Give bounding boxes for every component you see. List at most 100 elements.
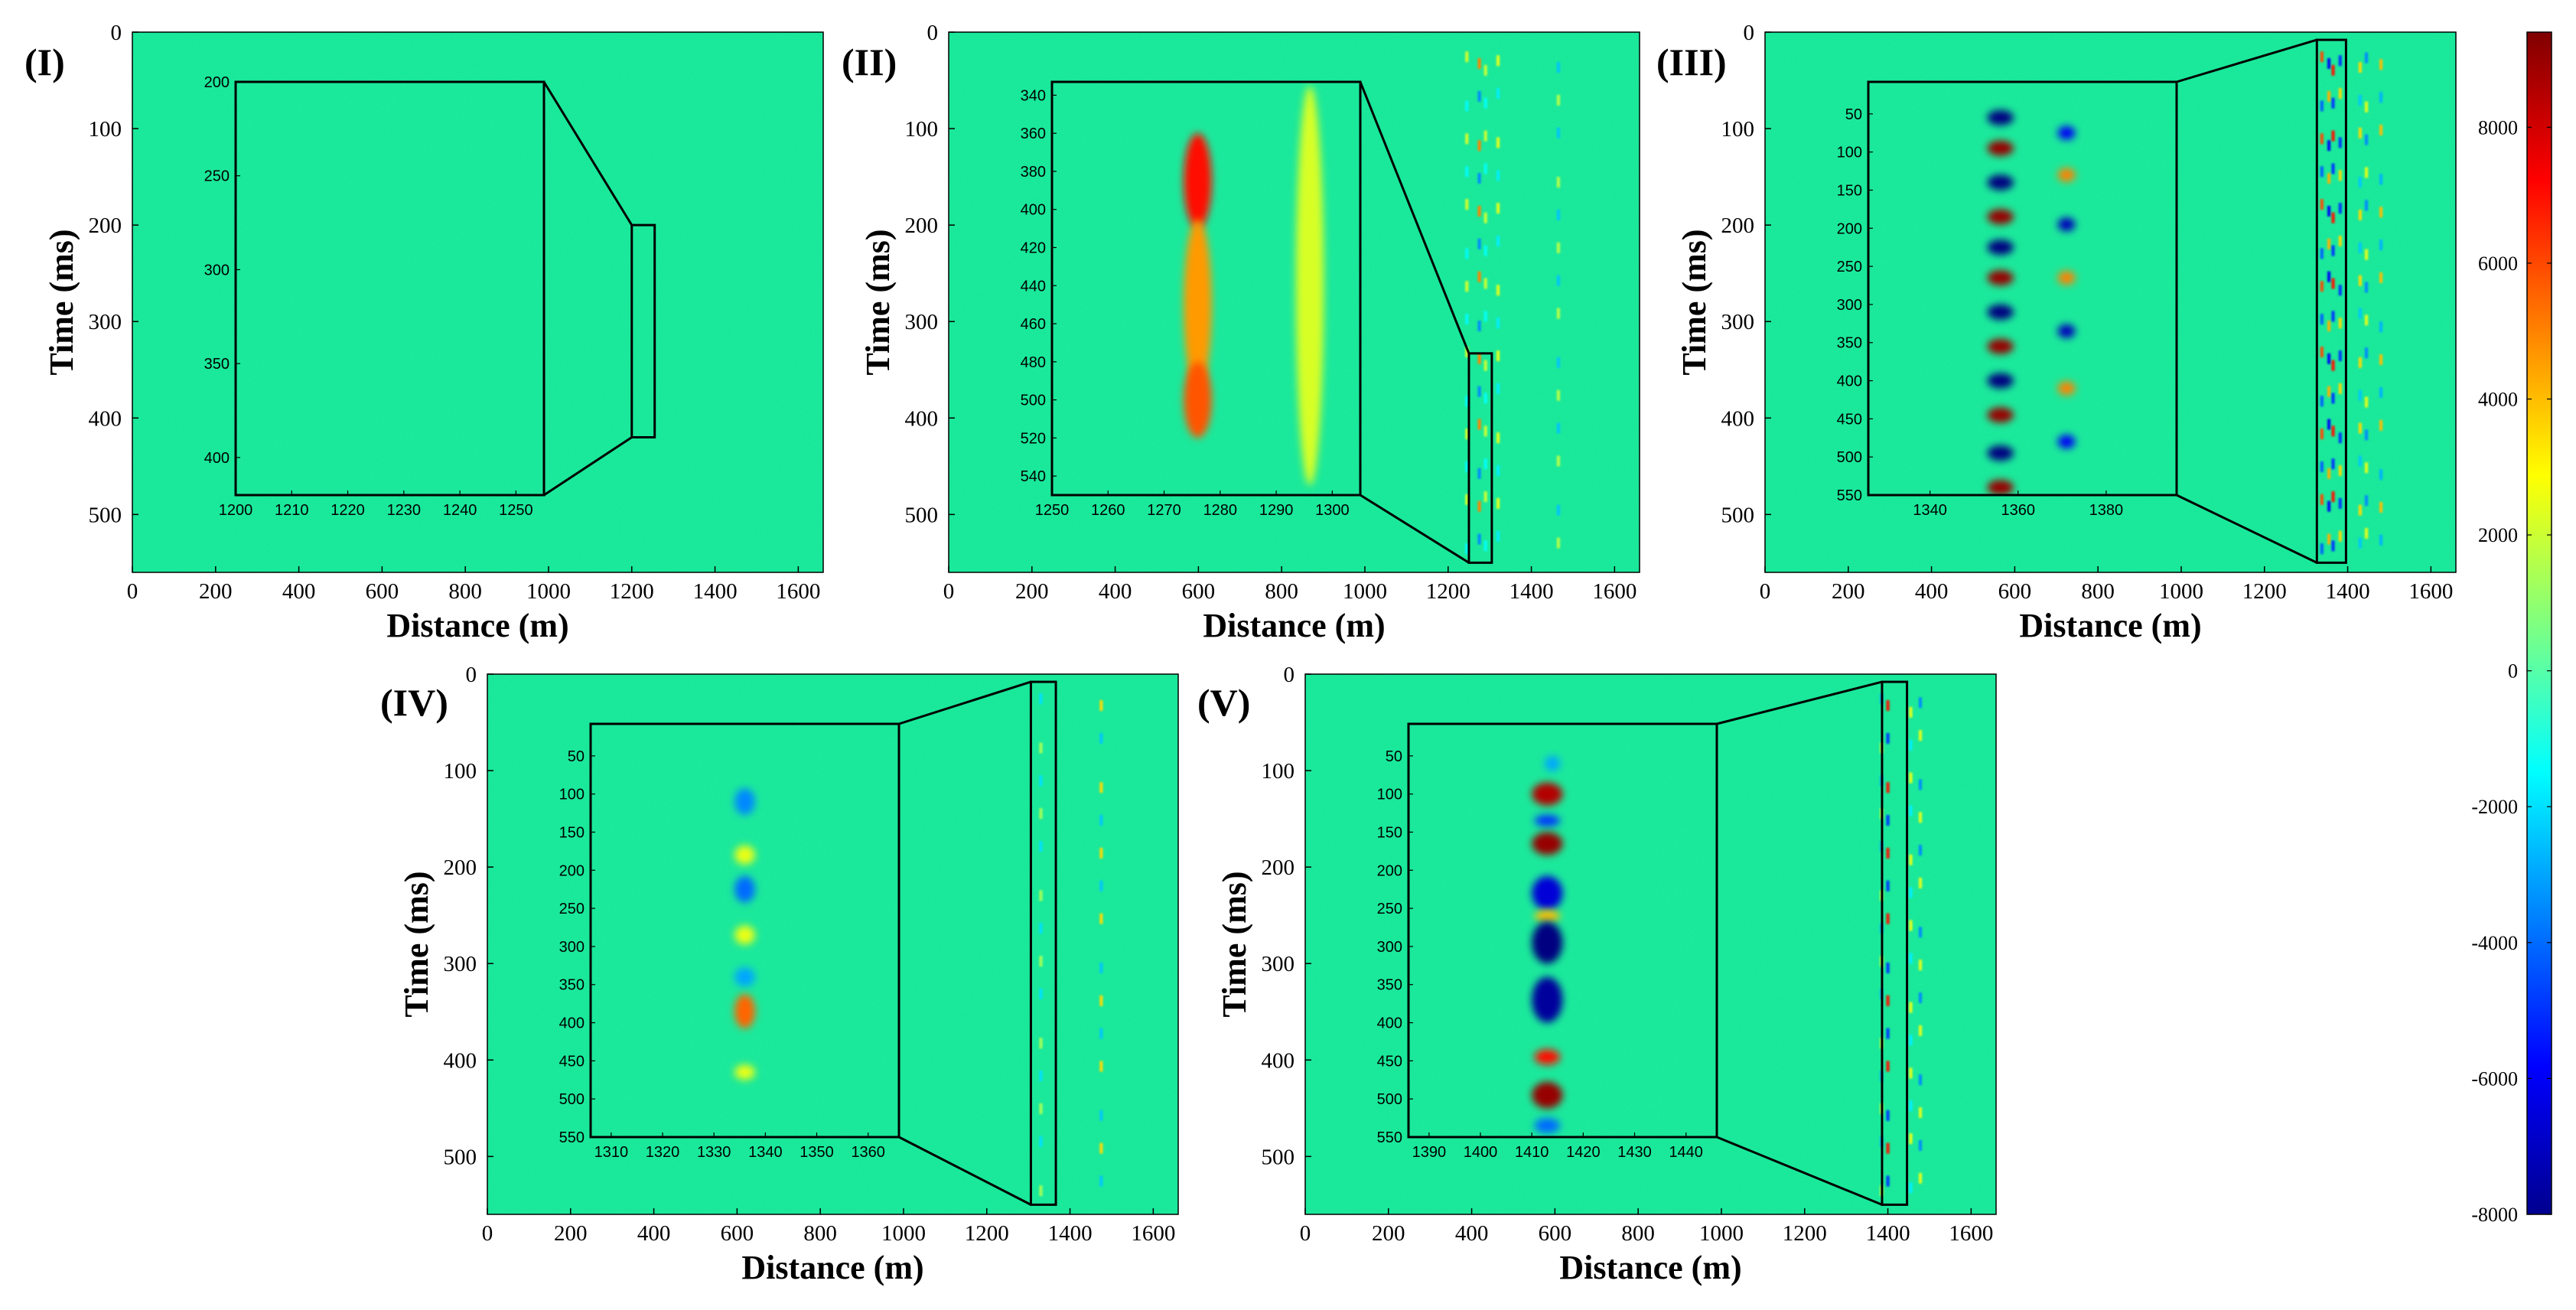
trace-segment [1886,732,1890,744]
x-tick-label: 1200 [2242,579,2287,604]
trace-segment [2338,318,2342,329]
axes-frame [1764,31,2457,573]
trace-segment [2379,59,2383,70]
x-tick-label: 0 [482,1221,493,1246]
trace-segment [1918,960,1922,971]
trace-segment [1099,1142,1103,1154]
inset-event [1532,921,1563,964]
zoom-box [1029,680,1057,1206]
trace-segment [1918,1172,1922,1184]
trace-segment [2365,396,2369,408]
x-tick-label: 1600 [1592,579,1636,604]
trace-segment [1886,1061,1890,1072]
trace-segment [2331,130,2335,142]
inset-event [734,845,755,865]
inset-axes: 1340 1360 1380 50 100 150 200 250 300 350 400 450 50… [1837,80,2178,519]
zoom-box [630,223,656,438]
trace-segment [1496,497,1500,509]
axes-frame [1304,673,1997,1215]
trace-segment [2338,383,2342,394]
inset-events [734,788,755,1080]
trace-segment [2320,248,2324,259]
trace-segment [1918,878,1922,889]
inset-event [1184,133,1212,229]
trace-segment [1886,913,1890,924]
inset-y-tick-label: 440 [1021,278,1046,295]
x-tick-label: 0 [127,579,138,604]
trace-segment [1909,1067,1913,1079]
inset-y-tick-label: 360 [1021,125,1046,142]
trace-segment [1099,913,1103,924]
trace-segment [1465,133,1469,145]
inset-x-tick-label: 1360 [851,1144,885,1161]
inset-event [2057,324,2076,338]
trace-segment [2331,491,2335,503]
trace-segment [1496,318,1500,329]
inset-event [1532,875,1563,911]
trace-segment [2365,167,2369,178]
trace-segment [1918,779,1922,790]
inset-x-tick-label: 1330 [697,1144,731,1161]
inset-axes: 1390 1400 1410 1420 1430 1440 50 100 150 200 250 30… [1377,722,1718,1161]
x-tick-label: 800 [1265,579,1298,604]
inset-y-tick-label: 550 [559,1129,585,1146]
trace-segment [2338,465,2342,477]
connector-line [1359,81,1470,354]
inset-y-tick-label: 200 [204,74,230,91]
trace-segment [1918,730,1922,741]
trace-segment [1496,236,1500,247]
trace-segment [1483,425,1487,437]
inset-event [1532,782,1563,806]
trace-segment [1909,953,1913,964]
trace-segment [1039,988,1043,999]
trace-segment [1556,242,1560,253]
trace-segment [1483,458,1487,470]
y-tick-label: 200 [89,213,122,238]
y-tick-label: 100 [1721,117,1755,142]
inset-x-tick-label: 1250 [1035,502,1070,519]
trace-segment [1909,1035,1913,1046]
panel-5: 0 200 400 600 800 1000 1200 1400 1600 0 100 200 300 4… [1197,663,1997,1286]
trace-segment [2338,530,2342,542]
inset-x-tick-label: 1320 [646,1144,680,1161]
trace-segment [1477,173,1481,184]
connector-line [898,680,1031,725]
trace-segment [1099,700,1103,712]
trace-segment [2338,170,2342,181]
trace-segment [1039,956,1043,967]
x-tick-label: 400 [1099,579,1132,604]
trace-segment [1477,271,1481,282]
colorbar-tick-label: -2000 [2471,796,2518,818]
trace-segment [1496,203,1500,214]
trace-segment [1483,163,1487,174]
trace-segment [2358,308,2362,319]
trace-segment [1465,166,1469,178]
connector-line [2176,38,2317,83]
trace-segment [2338,236,2342,247]
trace-segment [2358,127,2362,138]
x-tick-label: 200 [199,579,233,604]
inset-frame [1050,80,1362,497]
trace-segment [1556,389,1560,401]
inset-event [1534,910,1561,922]
trace-segment [2331,278,2335,289]
inset-x-tick-label: 1240 [443,502,477,519]
trace-segment [1477,58,1481,70]
inset-y-tick-label: 250 [1377,901,1402,917]
trace-segment [2331,97,2335,109]
inset-x-tick-label: 1350 [800,1144,834,1161]
trace-segment [1099,732,1103,744]
inset-y-tick-label: 400 [559,1015,585,1032]
trace-segment [1909,1182,1913,1194]
y-tick-label: 400 [444,1048,477,1073]
trace-segment [1556,455,1560,467]
trace-segment [1918,992,1922,1004]
y-tick-label: 500 [1262,1145,1295,1169]
inset-x-tick-label: 1340 [748,1144,783,1161]
inset-y-tick-label: 460 [1021,316,1046,333]
inset-y-tick-label: 350 [204,356,230,373]
trace-segment [1886,815,1890,826]
inset-frame [589,722,900,1139]
inset-y-tick-label: 350 [1837,335,1862,352]
inset-y-tick-label: 150 [559,824,585,841]
